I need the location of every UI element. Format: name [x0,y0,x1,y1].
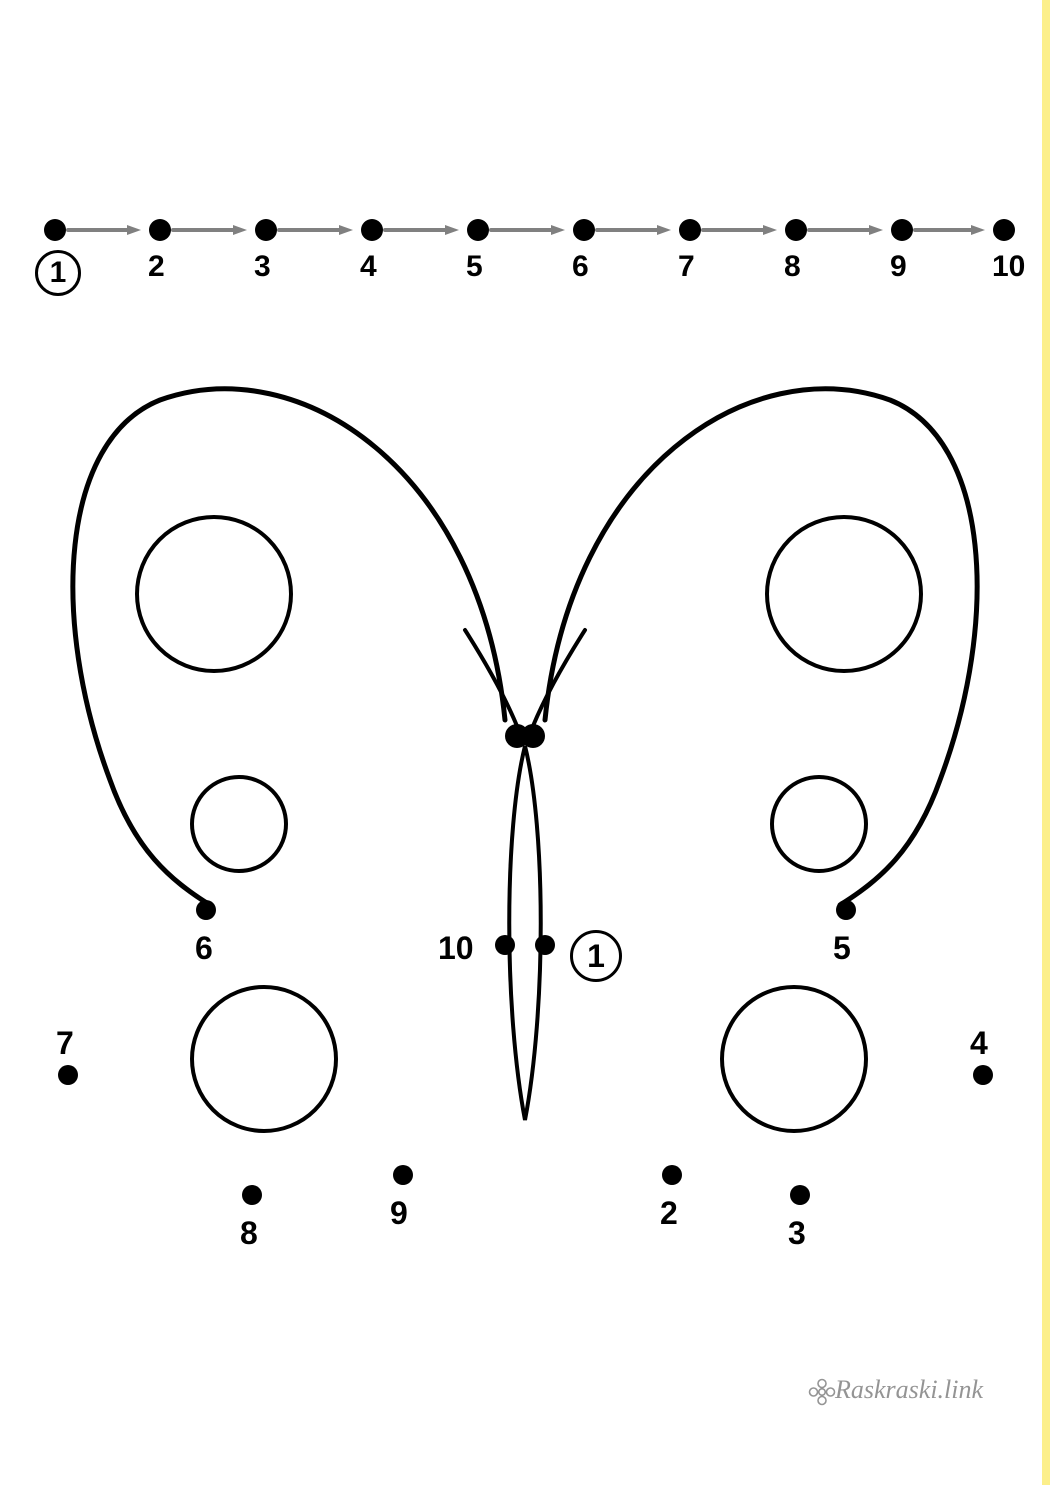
puzzle-dot [495,935,515,955]
puzzle-dot-label: 10 [438,930,474,967]
puzzle-dot [196,900,216,920]
numberline-label: 5 [466,250,483,284]
numberline-dot [679,219,701,241]
wing-spot-ul-small [190,775,288,873]
wing-spot-ur-small [770,775,868,873]
puzzle-dot-label: 5 [833,930,851,967]
numberline-label: 10 [992,250,1025,284]
puzzle-dot [58,1065,78,1085]
numberline-dot [573,219,595,241]
numberline-label: 9 [890,250,907,284]
puzzle-dot-label: 7 [56,1025,74,1062]
numberline-label: 3 [254,250,271,284]
puzzle-dot [535,935,555,955]
numberline-label: 7 [678,250,695,284]
watermark-text: Raskraski.link [835,1375,983,1405]
numberline-dot [255,219,277,241]
puzzle-dot-label: 2 [660,1195,678,1232]
puzzle-dot-label: 3 [788,1215,806,1252]
puzzle-dot [393,1165,413,1185]
puzzle-dot-label: 8 [240,1215,258,1252]
numberline-label: 2 [148,250,165,284]
numberline-dot [891,219,913,241]
puzzle-dot [662,1165,682,1185]
numberline-dot [993,219,1015,241]
puzzle-dot [790,1185,810,1205]
wing-spot-lr [720,985,868,1133]
numberline-dot [149,219,171,241]
numberline-label: 4 [360,250,377,284]
numberline-label: 8 [784,250,801,284]
puzzle-dot [836,900,856,920]
numberline-label: 1 [35,250,81,296]
puzzle-dot-label: 1 [570,930,622,982]
puzzle-dot-label: 6 [195,930,213,967]
puzzle-dot-label: 4 [970,1025,988,1062]
wing-spot-ul-big [135,515,293,673]
puzzle-dot [973,1065,993,1085]
wing-spot-ur-big [765,515,923,673]
worksheet-canvas: Raskraski.link 1 2 3 4 5 6 7 8 9 10 1 2 3 4 5 6 7 8 9 10 [0,0,1050,1485]
numberline-label: 6 [572,250,589,284]
puzzle-dot-label: 9 [390,1195,408,1232]
wing-spot-ll [190,985,338,1133]
puzzle-dot [242,1185,262,1205]
numberline-dot [44,219,66,241]
numberline-dot [467,219,489,241]
numberline-dot [785,219,807,241]
numberline-dot [361,219,383,241]
